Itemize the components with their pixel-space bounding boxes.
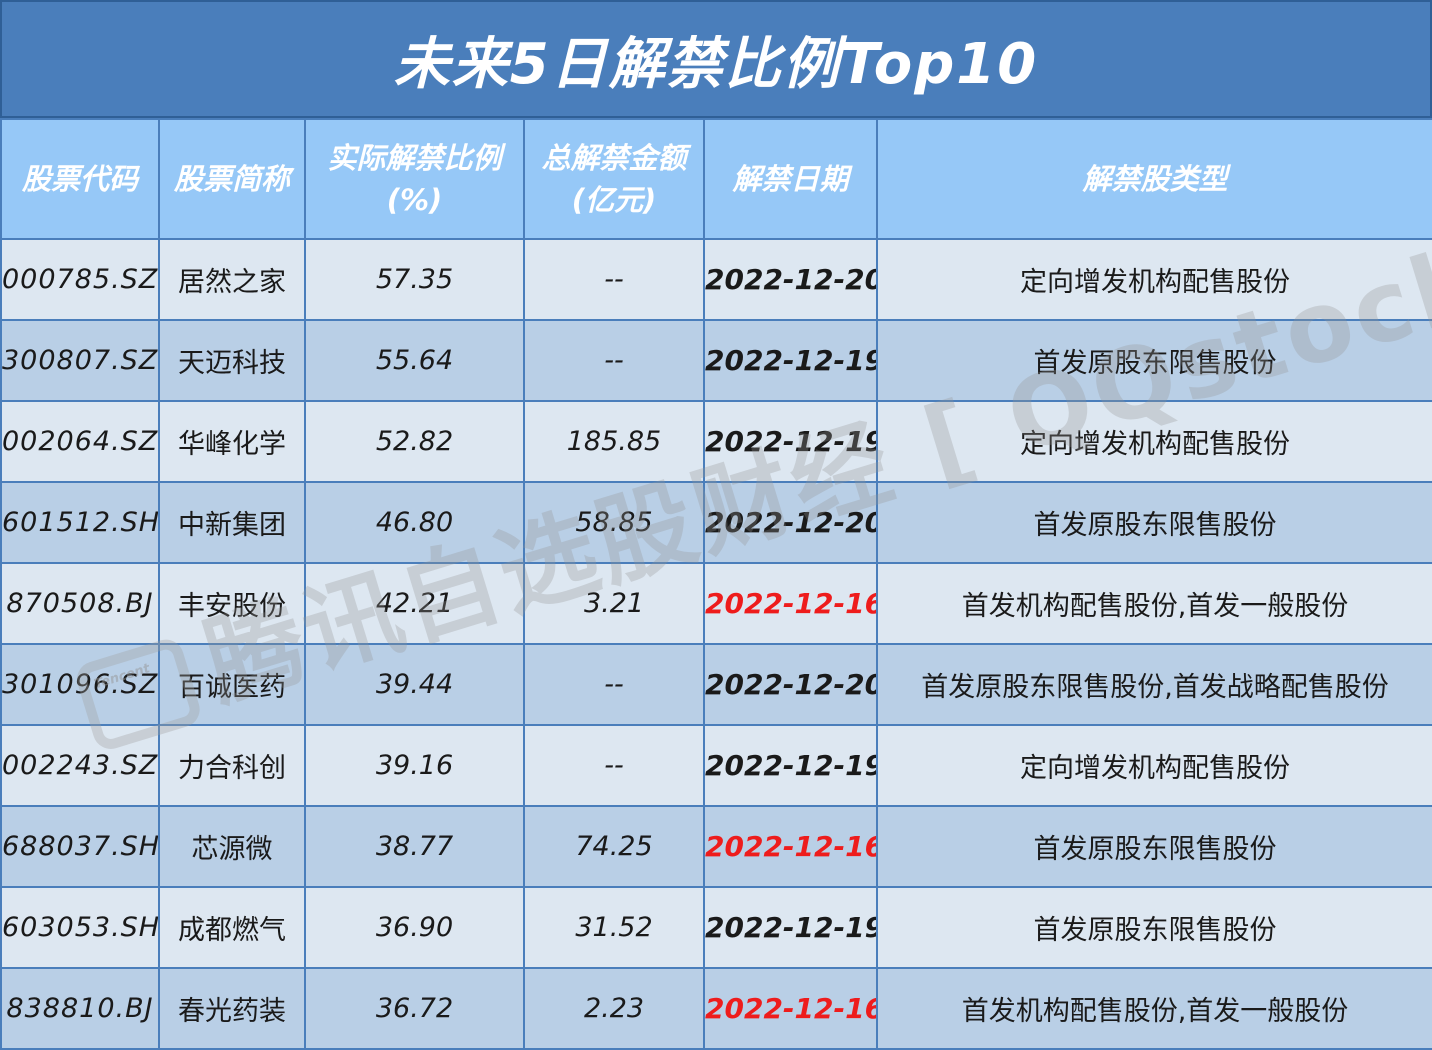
- page-title: 未来5日解禁比例Top10: [393, 31, 1039, 97]
- cell-amount: --: [523, 724, 705, 807]
- cell-ratio: 36.90: [304, 886, 525, 969]
- cell-name: 居然之家: [158, 238, 306, 321]
- cell-ratio: 52.82: [304, 400, 525, 483]
- cell-name: 春光药装: [158, 967, 306, 1050]
- cell-date: 2022-12-16: [703, 562, 878, 645]
- cell-type: 首发原股东限售股份: [876, 481, 1432, 564]
- header-name-label: 股票简称: [173, 162, 290, 196]
- table-row: 301096.SZ 百诚医药 39.44 -- 2022-12-20 首发原股东限售股份,…: [0, 643, 1432, 726]
- cell-ratio: 39.44: [304, 643, 525, 726]
- cell-name: 成都燃气: [158, 886, 306, 969]
- cell-date: 2022-12-16: [703, 805, 878, 888]
- cell-type: 首发原股东限售股份: [876, 805, 1432, 888]
- cell-date: 2022-12-16: [703, 967, 878, 1050]
- cell-name: 中新集团: [158, 481, 306, 564]
- header-name: 股票简称: [158, 118, 306, 240]
- header-type: 解禁股类型: [876, 118, 1432, 240]
- cell-name: 力合科创: [158, 724, 306, 807]
- header-amount-label: 总解禁金额: [541, 141, 687, 175]
- cell-type: 定向增发机构配售股份: [876, 238, 1432, 321]
- cell-code: 002064.SZ: [0, 400, 160, 483]
- cell-ratio: 38.77: [304, 805, 525, 888]
- cell-date: 2022-12-19: [703, 886, 878, 969]
- cell-code: 603053.SH: [0, 886, 160, 969]
- header-amount: 总解禁金额 (亿元): [523, 118, 705, 240]
- cell-name: 丰安股份: [158, 562, 306, 645]
- table-row: 002064.SZ 华峰化学 52.82 185.85 2022-12-19 定向增发机构…: [0, 400, 1432, 483]
- cell-amount: --: [523, 643, 705, 726]
- header-date-label: 解禁日期: [732, 162, 849, 196]
- table-row: 603053.SH 成都燃气 36.90 31.52 2022-12-19 首发原股东限售…: [0, 886, 1432, 969]
- cell-code: 601512.SH: [0, 481, 160, 564]
- cell-amount: 3.21: [523, 562, 705, 645]
- cell-date: 2022-12-19: [703, 319, 878, 402]
- cell-date: 2022-12-20: [703, 238, 878, 321]
- cell-type: 首发机构配售股份,首发一般股份: [876, 967, 1432, 1050]
- cell-date: 2022-12-19: [703, 724, 878, 807]
- cell-ratio: 57.35: [304, 238, 525, 321]
- table-row: 688037.SH 芯源微 38.77 74.25 2022-12-16 首发原股东限售股…: [0, 805, 1432, 888]
- table-row: 838810.BJ 春光药装 36.72 2.23 2022-12-16 首发机构配售股份…: [0, 967, 1432, 1050]
- cell-type: 首发原股东限售股份: [876, 886, 1432, 969]
- cell-code: 002243.SZ: [0, 724, 160, 807]
- header-code: 股票代码: [0, 118, 160, 240]
- header-code-label: 股票代码: [21, 162, 138, 196]
- header-ratio-unit: (%): [386, 183, 443, 217]
- header-amount-unit: (亿元): [571, 183, 657, 217]
- cell-date: 2022-12-20: [703, 481, 878, 564]
- cell-amount: 2.23: [523, 967, 705, 1050]
- header-ratio-label: 实际解禁比例: [327, 141, 502, 175]
- cell-name: 天迈科技: [158, 319, 306, 402]
- cell-name: 华峰化学: [158, 400, 306, 483]
- cell-ratio: 46.80: [304, 481, 525, 564]
- cell-name: 芯源微: [158, 805, 306, 888]
- cell-code: 870508.BJ: [0, 562, 160, 645]
- cell-code: 301096.SZ: [0, 643, 160, 726]
- cell-ratio: 36.72: [304, 967, 525, 1050]
- table-row: 870508.BJ 丰安股份 42.21 3.21 2022-12-16 首发机构配售股份…: [0, 562, 1432, 645]
- cell-type: 定向增发机构配售股份: [876, 724, 1432, 807]
- cell-amount: 185.85: [523, 400, 705, 483]
- header-row: 股票代码 股票简称 实际解禁比例 (%) 总解禁金额 (亿元) 解禁日期 解禁股…: [0, 118, 1432, 240]
- lockup-table: 股票代码 股票简称 实际解禁比例 (%) 总解禁金额 (亿元) 解禁日期 解禁股…: [0, 118, 1432, 1050]
- cell-type: 首发机构配售股份,首发一般股份: [876, 562, 1432, 645]
- header-ratio: 实际解禁比例 (%): [304, 118, 525, 240]
- header-type-label: 解禁股类型: [1082, 162, 1228, 196]
- cell-amount: 58.85: [523, 481, 705, 564]
- cell-amount: --: [523, 319, 705, 402]
- cell-code: 300807.SZ: [0, 319, 160, 402]
- title-bar: 未来5日解禁比例Top10: [0, 0, 1432, 118]
- table-row: 000785.SZ 居然之家 57.35 -- 2022-12-20 定向增发机构配售股份: [0, 238, 1432, 321]
- cell-amount: --: [523, 238, 705, 321]
- cell-code: 688037.SH: [0, 805, 160, 888]
- table-container: 股票代码 股票简称 实际解禁比例 (%) 总解禁金额 (亿元) 解禁日期 解禁股…: [0, 118, 1432, 1050]
- cell-type: 首发原股东限售股份,首发战略配售股份: [876, 643, 1432, 726]
- cell-type: 定向增发机构配售股份: [876, 400, 1432, 483]
- cell-ratio: 39.16: [304, 724, 525, 807]
- cell-amount: 74.25: [523, 805, 705, 888]
- cell-amount: 31.52: [523, 886, 705, 969]
- cell-ratio: 42.21: [304, 562, 525, 645]
- table-body: 000785.SZ 居然之家 57.35 -- 2022-12-20 定向增发机构配售股份…: [0, 238, 1432, 1050]
- table-row: 300807.SZ 天迈科技 55.64 -- 2022-12-19 首发原股东限售股份: [0, 319, 1432, 402]
- cell-date: 2022-12-19: [703, 400, 878, 483]
- cell-code: 000785.SZ: [0, 238, 160, 321]
- cell-name: 百诚医药: [158, 643, 306, 726]
- table-row: 002243.SZ 力合科创 39.16 -- 2022-12-19 定向增发机构配售股份: [0, 724, 1432, 807]
- cell-type: 首发原股东限售股份: [876, 319, 1432, 402]
- header-date: 解禁日期: [703, 118, 878, 240]
- cell-ratio: 55.64: [304, 319, 525, 402]
- cell-date: 2022-12-20: [703, 643, 878, 726]
- cell-code: 838810.BJ: [0, 967, 160, 1050]
- table-row: 601512.SH 中新集团 46.80 58.85 2022-12-20 首发原股东限售…: [0, 481, 1432, 564]
